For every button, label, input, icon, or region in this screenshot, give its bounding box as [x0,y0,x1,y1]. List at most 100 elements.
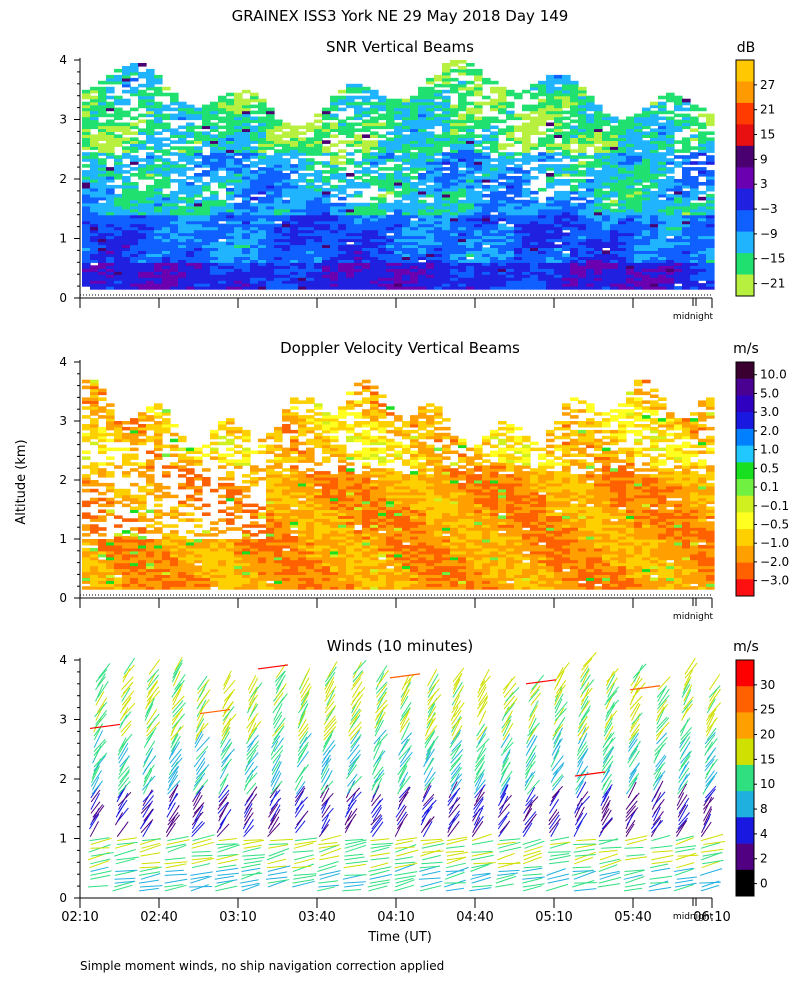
heatmap-cell [98,262,107,266]
heatmap-cell [146,286,155,290]
heatmap-cell [690,250,699,254]
heatmap-cell [306,262,315,266]
heatmap-cell [410,280,419,284]
heatmap-cell [146,161,155,165]
heatmap-cell [322,283,331,287]
heatmap-cell [586,241,595,246]
heatmap-cell [570,107,579,112]
heatmap-cell [298,235,307,240]
heatmap-cell [346,98,355,103]
heatmap-cell [618,161,627,165]
heatmap-cell [442,167,451,171]
heatmap-cell [634,164,643,168]
heatmap-cell [122,253,131,257]
heatmap-cell [554,268,563,272]
heatmap-cell [610,211,619,216]
heatmap-cell [594,199,603,204]
heatmap-cell [130,274,139,278]
heatmap-cell [202,253,211,257]
heatmap-cell [586,223,595,228]
heatmap-cell [242,208,251,213]
heatmap-cell [178,241,187,246]
heatmap-cell [546,238,555,243]
heatmap-cell [594,122,603,127]
heatmap-cell [442,196,451,201]
heatmap-cell [570,259,579,263]
heatmap-cell [346,211,355,216]
heatmap-cell [562,131,571,135]
heatmap-cell [322,262,331,266]
heatmap-cell [682,268,691,272]
heatmap-cell [322,208,331,213]
heatmap-cell [290,179,299,183]
heatmap-cell [466,214,475,219]
heatmap-cell [450,256,459,260]
heatmap-cell [418,217,427,222]
heatmap-cell [346,259,355,263]
heatmap-cell [450,155,459,159]
heatmap-cell [354,238,363,243]
heatmap-cell [530,116,539,121]
heatmap-cell [178,182,187,186]
heatmap-cell [594,202,603,207]
heatmap-cell [690,176,699,180]
heatmap-cell [146,104,155,109]
heatmap-cell [402,187,411,192]
heatmap-cell [226,173,235,177]
heatmap-cell [546,247,555,251]
heatmap-cell [154,211,163,216]
heatmap-cell [138,253,147,257]
heatmap-cell [138,146,147,150]
heatmap-cell [586,265,595,269]
heatmap-cell [338,131,347,135]
heatmap-cell [602,271,611,275]
heatmap-cell [250,286,259,290]
heatmap-cell [146,220,155,225]
heatmap-cell [434,253,443,257]
heatmap-cell [650,152,659,156]
heatmap-cell [282,256,291,260]
heatmap-cell [578,280,587,284]
heatmap-cell [338,107,347,112]
heatmap-cell [394,280,403,284]
heatmap-cell [434,107,443,112]
heatmap-cell [618,262,627,266]
heatmap-cell [674,119,683,124]
heatmap-cell [338,98,347,103]
heatmap-cell [410,170,419,174]
heatmap-cell [578,173,587,177]
heatmap-cell [162,265,171,269]
heatmap-cell [482,271,491,275]
heatmap-cell [666,208,675,213]
heatmap-cell [154,184,163,189]
heatmap-cell [610,253,619,257]
heatmap-cell [186,280,195,284]
heatmap-cell [442,116,451,121]
heatmap-cell [506,101,515,106]
heatmap-cell [114,286,123,290]
heatmap-cell [378,229,387,234]
heatmap-cell [386,220,395,225]
heatmap-cell [186,167,195,171]
heatmap-cell [162,199,171,204]
heatmap-cell [498,250,507,254]
heatmap-cell [250,187,259,192]
heatmap-cell [658,220,667,225]
heatmap-cell [514,223,523,228]
heatmap-cell [82,424,91,428]
heatmap-cell [546,158,555,162]
heatmap-cell [682,265,691,269]
heatmap-cell [114,429,123,434]
heatmap-cell [114,140,123,144]
heatmap-cell [82,432,91,437]
heatmap-cell [634,131,643,135]
heatmap-cell [314,283,323,287]
heatmap-cell [570,277,579,281]
heatmap-cell [426,220,435,225]
heatmap-cell [514,170,523,174]
heatmap-cell [98,131,107,135]
heatmap-cell [106,226,115,231]
heatmap-cell [170,179,179,183]
heatmap-cell [682,226,691,231]
heatmap-cell [698,196,707,201]
